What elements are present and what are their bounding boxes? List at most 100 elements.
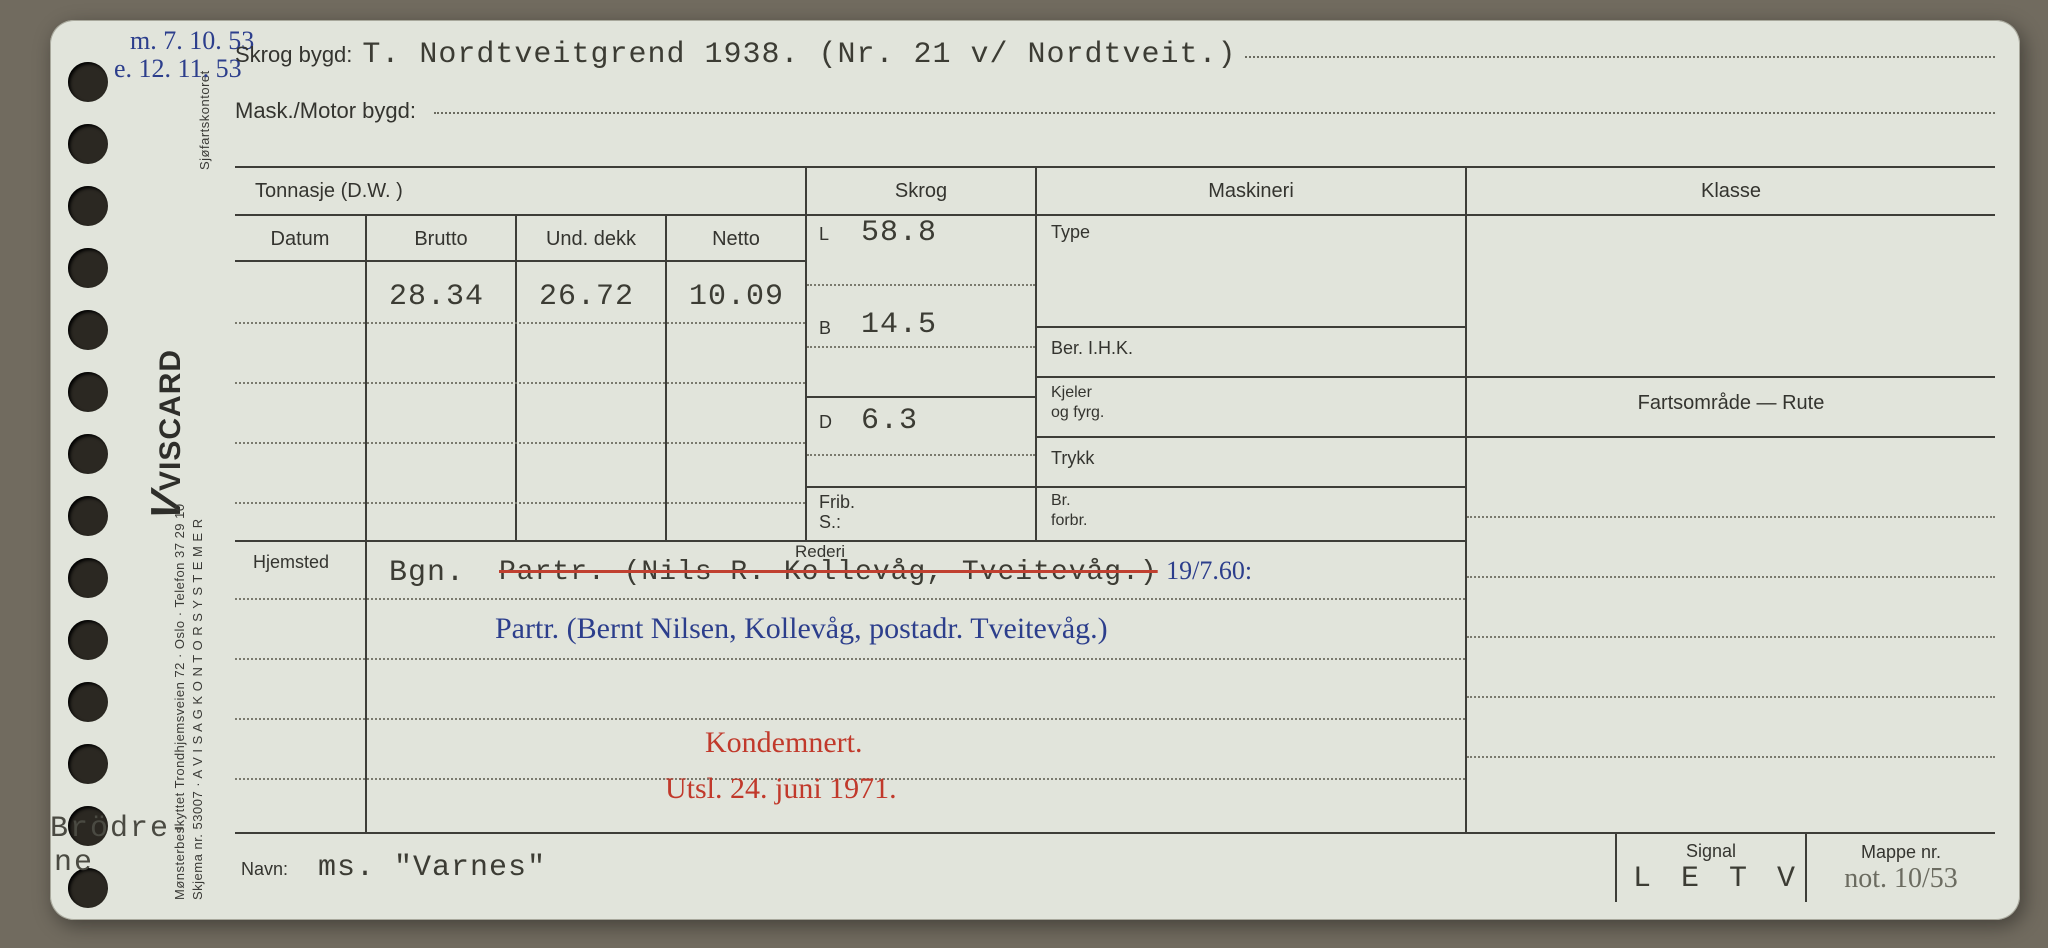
punch-hole xyxy=(68,744,108,784)
punch-hole xyxy=(68,248,108,288)
punch-hole xyxy=(68,620,108,660)
punch-hole xyxy=(68,558,108,598)
label-fartsomrade: Fartsområde — Rute xyxy=(1467,392,1995,415)
header-skrog: Skrog xyxy=(807,168,1035,216)
punch-hole xyxy=(68,372,108,412)
index-card: VVISCARD Skjema nr. 53007 · A V I S A G … xyxy=(50,20,2020,920)
label-kjeler-1: Kjeler xyxy=(1051,384,1092,402)
dotted-rule xyxy=(235,598,1465,600)
dotted-rule xyxy=(1467,576,1995,578)
label-s: S.: xyxy=(819,512,841,533)
dotted-rule xyxy=(1467,696,1995,698)
col-datum: Datum xyxy=(235,216,365,251)
value-mappe: not. 10/53 xyxy=(1819,863,1983,895)
annotation-e-date: e. 12. 11. 53 xyxy=(114,54,242,84)
label-forbr: forbr. xyxy=(1051,512,1087,530)
dotted-rule xyxy=(1467,516,1995,518)
value-B: 14.5 xyxy=(857,308,941,342)
dotted-rule xyxy=(1467,756,1995,758)
label-trykk: Trykk xyxy=(1051,448,1094,469)
dotted-rule xyxy=(235,322,805,324)
value-hjemsted: Bgn. xyxy=(385,556,469,590)
punch-hole xyxy=(68,124,108,164)
grid-line xyxy=(1467,436,1995,438)
rederi-line-2: Partr. (Bernt Nilsen, Kollevåg, postadr.… xyxy=(495,612,1108,646)
punch-hole xyxy=(68,496,108,536)
header-klasse: Klasse xyxy=(1467,168,1995,216)
rederi-struck-text: Partr. (Nils R. Kollevåg, Tveitevåg.) xyxy=(495,557,1162,588)
col-brutto: Brutto xyxy=(367,216,515,251)
header-mask-motor: Mask./Motor bygd: xyxy=(235,98,1995,152)
label-type: Type xyxy=(1051,222,1090,243)
label-kjeler-2: og fyrg. xyxy=(1051,404,1104,422)
dotted-rule xyxy=(807,284,1035,286)
form-area: Skrog bygd: T. Nordtveitgrend 1938. (Nr.… xyxy=(235,38,1995,902)
label-tonnasje: Tonnasje (D.W. ) xyxy=(235,168,805,203)
value-L: 58.8 xyxy=(857,216,941,250)
grid-line xyxy=(365,542,367,832)
label-navn: Navn: xyxy=(241,859,288,880)
label-D: D xyxy=(819,412,832,433)
dotted-rule xyxy=(434,112,1995,114)
label-mappe: Mappe nr. xyxy=(1819,842,1983,863)
label-signal: Signal xyxy=(1629,841,1793,862)
label-L: L xyxy=(819,224,829,245)
main-grid: Tonnasje (D.W. ) Datum Brutto Und. dekk … xyxy=(235,166,1995,832)
label-ber: Ber. I.H.K. xyxy=(1051,338,1133,359)
mappe-box: Mappe nr. not. 10/53 xyxy=(1805,834,1995,902)
dotted-rule xyxy=(235,658,1465,660)
grid-line xyxy=(807,486,1035,488)
punch-hole xyxy=(68,62,108,102)
label-frib: Frib. xyxy=(819,492,855,513)
rederi-date: 19/7.60: xyxy=(1166,556,1252,585)
grid-line xyxy=(807,396,1035,398)
cell-und-dekk: 26.72 xyxy=(535,280,638,314)
label-br: Br. xyxy=(1051,492,1071,510)
side-line-1: Skjema nr. 53007 · A V I S A G K O N T O… xyxy=(190,518,205,900)
dotted-rule xyxy=(235,382,805,384)
rederi-line-4: Utsl. 24. juni 1971. xyxy=(665,772,897,806)
grid-line xyxy=(1467,376,1995,378)
rederi-line-3: Kondemnert. xyxy=(705,726,862,760)
tonnasje-body: 28.34 26.72 10.09 xyxy=(235,262,805,540)
header-skrog-bygd: Skrog bygd: T. Nordtveitgrend 1938. (Nr.… xyxy=(235,38,1995,98)
col-klasse: Klasse Fartsområde — Rute xyxy=(1465,168,1995,832)
dotted-rule xyxy=(1245,56,1995,58)
tonnasje-group-header: Tonnasje (D.W. ) xyxy=(235,168,805,216)
dotted-rule xyxy=(235,442,805,444)
label-mask-motor: Mask./Motor bygd: xyxy=(235,98,422,124)
value-signal: L E T V xyxy=(1629,862,1793,896)
grid-line xyxy=(1037,486,1465,488)
dotted-rule xyxy=(235,502,805,504)
cell-netto: 10.09 xyxy=(685,280,788,314)
col-maskineri: Maskineri Type Ber. I.H.K. Kjeler og fyr… xyxy=(1035,168,1465,540)
label-B: B xyxy=(819,318,831,339)
value-navn: ms. "Varnes" xyxy=(288,851,550,885)
dotted-rule xyxy=(235,718,1465,720)
label-skrog-bygd: Skrog bygd: xyxy=(235,42,358,68)
bottom-row: Navn: ms. "Varnes" Signal L E T V Mappe … xyxy=(235,832,1995,902)
cell-brutto: 28.34 xyxy=(385,280,488,314)
grid-line xyxy=(1037,376,1465,378)
signal-box: Signal L E T V xyxy=(1615,834,1805,902)
side-print: Skjema nr. 53007 · A V I S A G K O N T O… xyxy=(142,20,222,920)
punch-hole xyxy=(68,434,108,474)
dotted-rule xyxy=(807,346,1035,348)
stray-text-left: Brödre-ne xyxy=(50,812,190,880)
dotted-rule xyxy=(1467,636,1995,638)
punch-hole xyxy=(68,682,108,722)
label-hjemsted: Hjemsted xyxy=(253,552,329,573)
col-und-dekk: Und. dekk xyxy=(517,216,665,251)
header-maskineri: Maskineri xyxy=(1037,168,1465,216)
punch-hole xyxy=(68,186,108,226)
punch-hole xyxy=(68,310,108,350)
grid-line xyxy=(1037,326,1465,328)
grid-line xyxy=(1037,436,1465,438)
col-netto: Netto xyxy=(667,216,805,251)
value-skrog-bygd: T. Nordtveitgrend 1938. (Nr. 21 v/ Nordt… xyxy=(358,38,1240,72)
dotted-rule xyxy=(807,454,1035,456)
col-skrog: Skrog L 58.8 B 14.5 D 6.3 Frib. S.: xyxy=(805,168,1035,540)
rederi-line-1: Partr. (Nils R. Kollevåg, Tveitevåg.) 19… xyxy=(495,556,1252,588)
side-top-label: Sjøfartskontoret xyxy=(197,70,212,170)
hjemsted-block: Hjemsted Bgn. Rederi Partr. (Nils R. Kol… xyxy=(235,540,1465,832)
